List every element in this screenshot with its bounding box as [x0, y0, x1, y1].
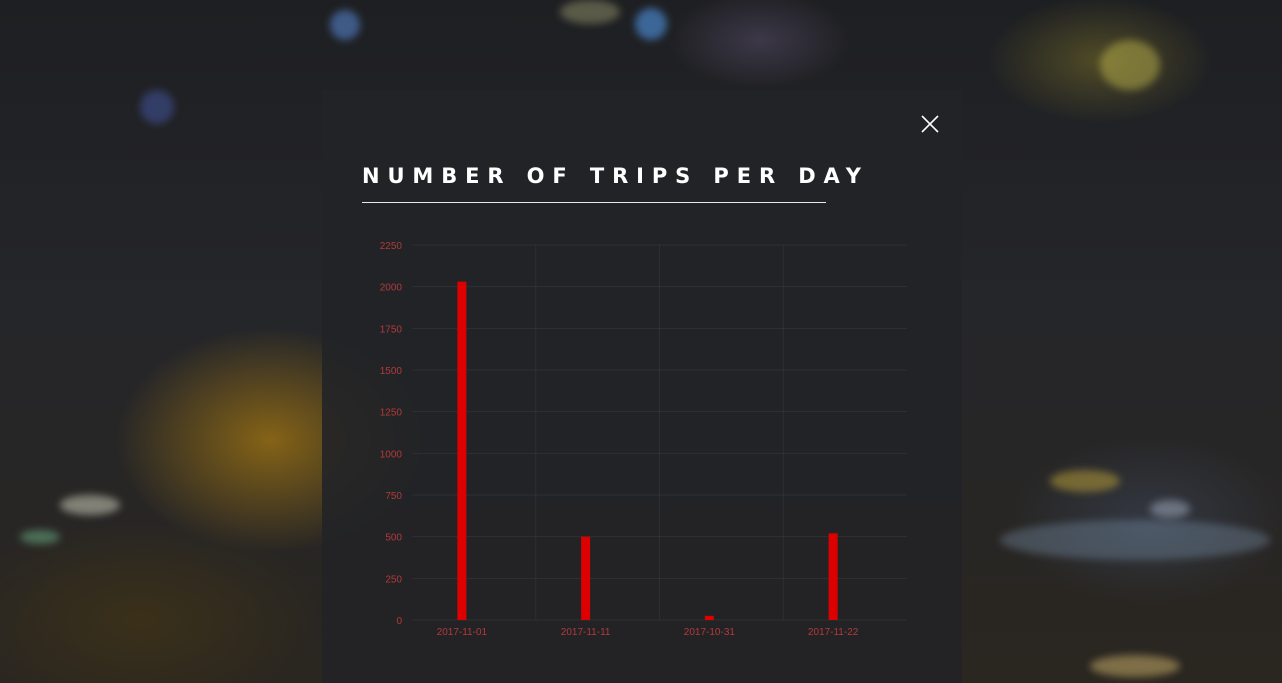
chart-modal: NUMBER OF TRIPS PER DAY 0 250 500 750 1000 12… [322, 90, 962, 683]
bar[interactable] [704, 615, 714, 620]
bar[interactable] [828, 533, 838, 620]
y-tick-label: 500 [385, 533, 402, 544]
chart-title: NUMBER OF TRIPS PER DAY [362, 164, 869, 188]
title-underline [362, 202, 826, 203]
y-tick-label: 2000 [380, 283, 403, 294]
x-tick-label: 2017-11-22 [808, 627, 859, 638]
x-tick-label: 2017-10-31 [684, 627, 736, 638]
close-icon [921, 115, 939, 133]
y-tick-label: 1250 [380, 408, 403, 419]
x-tick-label: 2017-11-11 [561, 627, 611, 638]
bar[interactable] [581, 536, 591, 620]
y-tick-label: 2250 [380, 241, 403, 252]
bar[interactable] [457, 281, 467, 620]
x-tick-label: 2017-11-01 [437, 627, 488, 638]
y-tick-label: 1500 [380, 366, 403, 377]
bar-chart: 0 250 500 750 1000 1250 1500 1750 2000 2250 2017-1… [380, 241, 907, 638]
y-tick-label: 250 [385, 574, 402, 585]
y-tick-label: 750 [385, 491, 402, 502]
close-button[interactable] [918, 112, 942, 136]
y-tick-label: 1750 [380, 324, 403, 335]
y-tick-label: 0 [396, 616, 402, 627]
y-tick-label: 1000 [380, 449, 403, 460]
